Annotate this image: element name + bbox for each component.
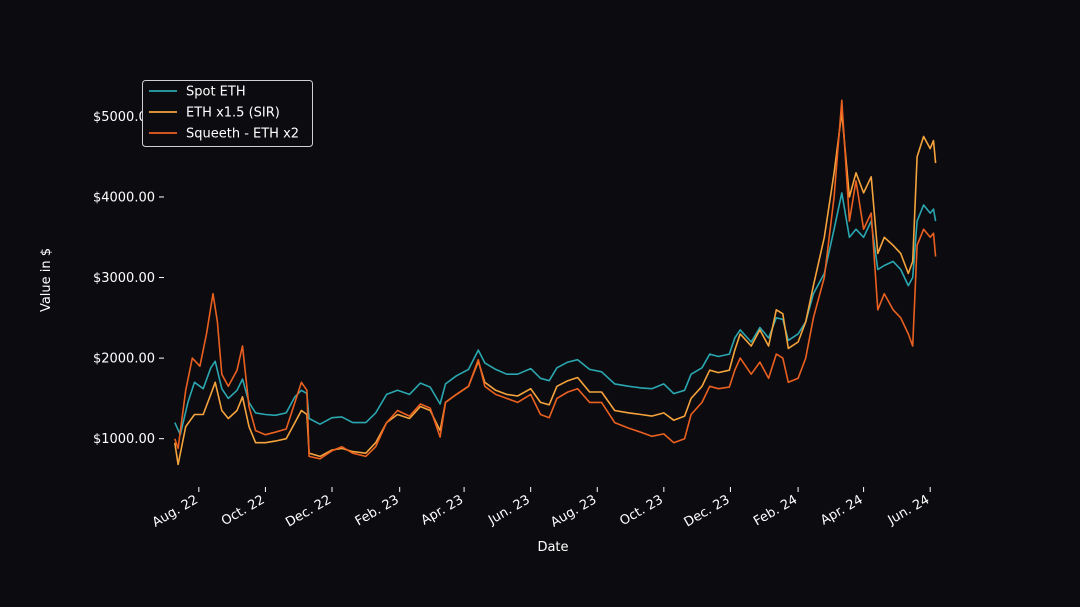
legend-label-2: Squeeth - ETH x2 [186, 127, 299, 142]
y-tick-label-0: $1000.00 [93, 432, 155, 447]
y-axis: $1000.00 $2000.00 $3000.00 $4000.00 $5000.00 [93, 110, 164, 447]
y-tick-label-1: $2000.00 [93, 352, 155, 367]
y-tick-label-2: $3000.00 [93, 271, 155, 286]
series-line-0 [174, 192, 937, 436]
legend-box [142, 80, 313, 147]
y-axis-title: Value in $ [39, 248, 54, 312]
y-tick-label-4: $5000.00 [93, 110, 155, 125]
legend-label-1: ETH x1.5 (SIR) [186, 106, 280, 121]
y-tick-label-3: $4000.00 [93, 190, 155, 205]
series-line-2 [174, 99, 937, 460]
x-axis-title: Date [537, 540, 568, 555]
lines-layer [174, 99, 937, 466]
legend: Spot ETH ETH x1.5 (SIR) Squeeth - ETH x2 [142, 80, 313, 147]
legend-label-0: Spot ETH [186, 85, 246, 100]
